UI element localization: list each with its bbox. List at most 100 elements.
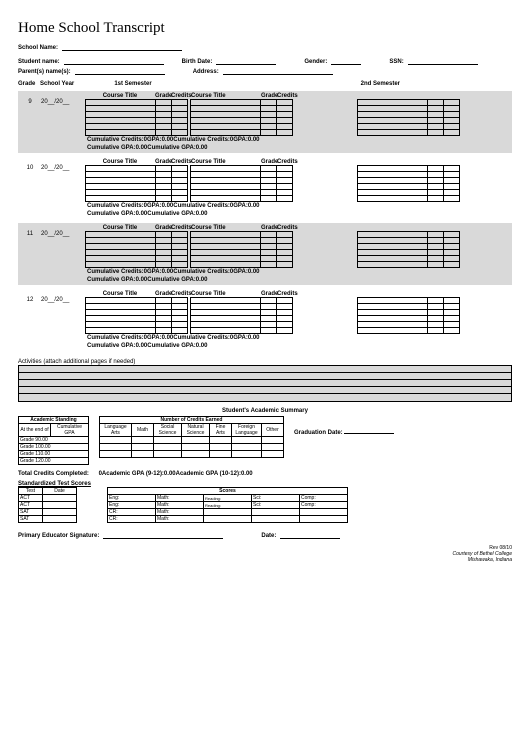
cum-line-1: Cumulative Credits:0GPA:0.00Cumulative C…: [19, 334, 511, 342]
lbl-comp: Comp:: [300, 495, 348, 502]
tbl-courses: [357, 99, 460, 136]
row-parents: Parent(s) name(s): Address:: [18, 67, 512, 75]
tbl-academic-standing: Academic Standing At the end of Cumulati…: [18, 416, 89, 465]
cum-line-2: Cumulative GPA:0.00Cumulative GPA:0.00: [19, 144, 511, 152]
grade-block: Course Title Grade Credits Course Title …: [18, 289, 512, 351]
lbl-total-credits: Total Credits Completed:: [18, 471, 89, 477]
lbl-cr: CR:: [108, 509, 156, 516]
tbl-courses: [357, 165, 460, 202]
hdr-num-credits: Number of Credits Earned: [100, 417, 284, 424]
col-lang-arts: Language Arts: [100, 424, 132, 437]
hdr-sem1: 1st Semester: [84, 81, 182, 87]
signature-row: Primary Educator Signature: Date:: [18, 531, 512, 539]
col-date: Date: [43, 488, 77, 495]
field-grad-date[interactable]: [344, 426, 394, 434]
field-date2[interactable]: [280, 531, 340, 539]
grad-date-wrap: Graduation Date:: [294, 426, 394, 436]
lbl-gender: Gender:: [304, 59, 327, 65]
tbl-courses: [85, 165, 188, 202]
footer-loc: Mishawaka, Indiana: [18, 557, 512, 563]
lbl-ssn: SSN:: [389, 59, 403, 65]
activity-row[interactable]: [19, 394, 511, 401]
field-date[interactable]: [43, 509, 77, 516]
field-parents[interactable]: [75, 67, 165, 75]
cum-line-2: Cumulative GPA:0.00Cumulative GPA:0.00: [19, 210, 511, 218]
field-gender[interactable]: [331, 57, 361, 65]
tbl-courses: [85, 99, 188, 136]
activity-row[interactable]: [19, 373, 511, 380]
cum-line-1: Cumulative Credits:0GPA:0.00Cumulative C…: [19, 202, 511, 210]
activities-section: Activities (attach additional pages if n…: [18, 359, 512, 402]
grade-num: 12: [19, 297, 41, 334]
col-math: Math: [132, 424, 154, 437]
grade-num: 11: [19, 231, 41, 268]
activity-row[interactable]: [19, 387, 511, 394]
tbl-scores: Scores Eng: Math: Reading: Sci: Comp: En…: [107, 487, 348, 523]
cell-g9: Grade 90.00: [19, 437, 89, 444]
hdr-school-year: School Year: [40, 81, 84, 87]
lbl-school-name: School Name:: [18, 45, 58, 51]
total-credits-row: Total Credits Completed: 0Academic GPA (…: [18, 471, 512, 477]
cell-g10: Grade 100.00: [19, 444, 89, 451]
field-ssn[interactable]: [408, 57, 478, 65]
col-nat-sci: Natural Science: [182, 424, 210, 437]
field-birth-date[interactable]: [216, 57, 276, 65]
activities-box: [18, 365, 512, 402]
activity-row[interactable]: [19, 366, 511, 373]
lbl-cum-gpa: Cumulative GPA: [51, 424, 89, 437]
cell-sat: SAT: [19, 509, 43, 516]
hdr-academic-summary: Student's Academic Summary: [18, 408, 512, 414]
school-year: 20__/20__: [41, 99, 85, 136]
summary-row: Academic Standing At the end of Cumulati…: [18, 416, 512, 465]
tbl-courses: [190, 297, 293, 334]
school-year: 20__/20__: [41, 297, 85, 334]
lbl-at-end-of: At the end of: [19, 424, 51, 437]
col-for-lang: Foreign Language: [232, 424, 262, 437]
lbl-sci: Sci:: [252, 495, 300, 502]
tbl-courses: [357, 231, 460, 268]
field-date[interactable]: [43, 502, 77, 509]
lbl-grad-date: Graduation Date:: [294, 430, 343, 436]
cum-line-2: Cumulative GPA:0.00Cumulative GPA:0.00: [19, 276, 511, 284]
col-fine-arts: Fine Arts: [210, 424, 232, 437]
cell-act: ACT: [19, 502, 43, 509]
row-school: School Name:: [18, 43, 512, 51]
grade-block: Course Title Grade Credits Course Title …: [18, 91, 512, 153]
tbl-courses: [190, 99, 293, 136]
lbl-date2: Date:: [261, 533, 276, 539]
cell-g12: Grade 120.00: [19, 458, 89, 465]
hdr-sem2: 2nd Semester: [280, 81, 400, 87]
tbl-courses: [190, 165, 293, 202]
col-test: Test: [19, 488, 43, 495]
tbl-courses: [85, 231, 188, 268]
field-address[interactable]: [223, 67, 333, 75]
lbl-birth-date: Birth Date:: [182, 59, 213, 65]
cell-sat: SAT: [19, 516, 43, 523]
col-soc-sci: Social Science: [154, 424, 182, 437]
hdr-scores: Scores: [108, 488, 348, 495]
activity-row[interactable]: [19, 380, 511, 387]
page-title: Home School Transcript: [18, 20, 512, 37]
field-school-name[interactable]: [62, 43, 182, 51]
grade-num: 9: [19, 99, 41, 136]
cell-act: ACT: [19, 495, 43, 502]
field-student-name[interactable]: [64, 57, 164, 65]
field-date[interactable]: [43, 495, 77, 502]
lbl-address: Address:: [193, 69, 219, 75]
hdr-grade: Grade: [18, 81, 40, 87]
hdr-ac-standing: Academic Standing: [19, 417, 89, 424]
tbl-courses: [357, 297, 460, 334]
cell-g11: Grade 110.00: [19, 451, 89, 458]
school-year: 20__/20__: [41, 231, 85, 268]
lbl-reading: Reading:: [204, 495, 252, 502]
tbl-courses: [85, 297, 188, 334]
grade-num: 10: [19, 165, 41, 202]
field-date[interactable]: [43, 516, 77, 523]
col-other: Other: [262, 424, 284, 437]
std-test-section: Standardized Test Scores Test Date ACT A…: [18, 481, 512, 523]
row-student: Student name: Birth Date: Gender: SSN:: [18, 57, 512, 65]
tbl-courses: [190, 231, 293, 268]
field-signature[interactable]: [103, 531, 223, 539]
lbl-student-name: Student name:: [18, 59, 60, 65]
school-year: 20__/20__: [41, 165, 85, 202]
